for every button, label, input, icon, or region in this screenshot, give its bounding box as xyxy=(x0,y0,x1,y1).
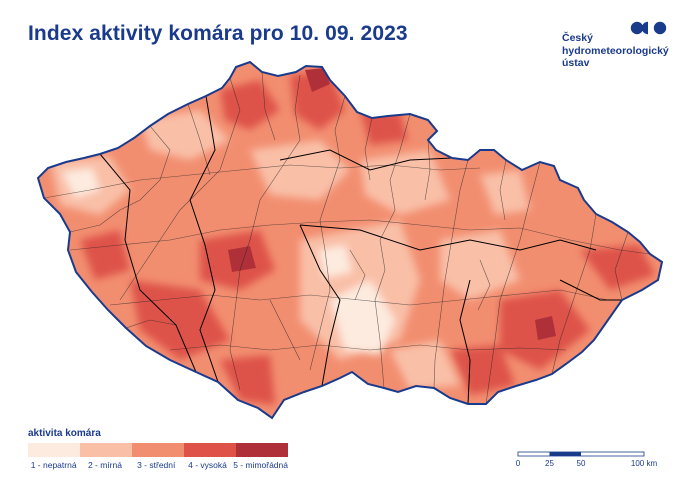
legend-swatch-5 xyxy=(236,443,288,457)
activity-fill xyxy=(38,62,662,418)
logo-text: Český hydrometeorologický ústav xyxy=(562,32,672,70)
legend-label-2: 2 - mírná xyxy=(87,460,122,470)
activity-hotspots xyxy=(228,68,556,340)
scale-tick-25: 25 xyxy=(545,459,554,468)
patch-level-5 xyxy=(535,316,556,340)
logo-line-1: Český xyxy=(562,32,593,44)
patch-level-2 xyxy=(250,140,350,200)
legend-color-bar xyxy=(28,443,288,457)
patch-level-4 xyxy=(580,245,655,290)
patch-level-2 xyxy=(390,340,460,390)
legend-label-5: 5 - mimořádná xyxy=(233,460,288,470)
scale-bar: 0 25 50 100 km xyxy=(516,451,658,468)
legend: aktivita komára 1 - nepatrná 2 - mírná 3… xyxy=(28,428,293,470)
patch-level-1 xyxy=(318,245,352,278)
logo-line-3: ústav xyxy=(562,57,590,69)
patch-level-2 xyxy=(480,170,530,215)
patch-level-2 xyxy=(140,110,230,160)
patch-level-4 xyxy=(130,280,230,360)
map-title: Index aktivity komára pro 10. 09. 2023 xyxy=(28,22,408,45)
patch-level-5 xyxy=(228,246,256,272)
activity-patches xyxy=(50,72,655,405)
legend-swatch-2 xyxy=(80,443,132,457)
legend-label-3: 3 - střední xyxy=(137,460,176,470)
patch-level-4 xyxy=(220,355,275,405)
scale-tick-0: 0 xyxy=(516,459,521,468)
legend-title: aktivita komára xyxy=(28,428,101,439)
logo-mark-icon xyxy=(630,21,667,35)
scale-bar-segment xyxy=(549,452,581,456)
patch-level-1 xyxy=(62,168,100,198)
logo-line-2: hydrometeorologický xyxy=(562,44,669,57)
region-boundaries xyxy=(99,95,622,405)
patch-level-5 xyxy=(305,68,330,92)
mosquito-activity-map xyxy=(37,61,663,419)
patch-level-4 xyxy=(450,345,515,395)
legend-labels: 1 - nepatrná 2 - mírná 3 - střední 4 - v… xyxy=(28,460,288,470)
legend-swatch-3 xyxy=(132,443,184,457)
patch-level-2 xyxy=(440,230,520,300)
patch-level-2 xyxy=(360,150,450,215)
legend-swatch-4 xyxy=(184,443,236,457)
scale-tick-100: 100 km xyxy=(631,459,658,468)
legend-label-1: 1 - nepatrná xyxy=(30,460,77,470)
patch-level-4 xyxy=(80,230,130,280)
scale-tick-50: 50 xyxy=(577,459,586,468)
legend-label-4: 4 - vysoká xyxy=(188,460,227,470)
district-boundaries xyxy=(43,71,651,405)
patch-level-4 xyxy=(290,72,345,130)
legend-swatch-1 xyxy=(28,443,80,457)
patch-level-4 xyxy=(220,80,280,130)
